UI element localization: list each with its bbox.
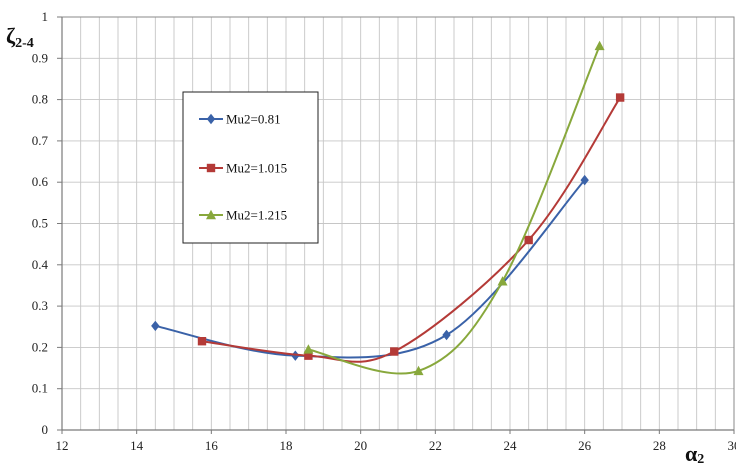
y-axis-label-sub: 2-4 <box>15 36 34 51</box>
y-tick-label: 0 <box>42 422 49 437</box>
x-tick-label: 20 <box>354 438 367 453</box>
data-point <box>442 329 451 341</box>
x-tick-label: 16 <box>205 438 219 453</box>
y-tick-label: 1 <box>42 9 49 24</box>
legend-item: Mu2=1.215 <box>199 208 287 223</box>
x-tick-labels: 12 14 16 18 20 22 24 26 28 30 <box>56 430 736 453</box>
x-tick-label: 24 <box>504 438 518 453</box>
y-tick-label: 0.7 <box>32 133 49 148</box>
x-tick-label: 18 <box>280 438 293 453</box>
y-tick-label: 0.1 <box>32 381 48 396</box>
series-3 <box>303 40 605 376</box>
data-point <box>524 235 533 245</box>
y-tick-label: 0.4 <box>32 257 49 272</box>
x-tick-label: 28 <box>653 438 666 453</box>
data-point <box>291 350 300 361</box>
x-tick-label: 14 <box>130 438 144 453</box>
series-line <box>201 96 621 363</box>
y-tick-label: 0.8 <box>32 92 48 107</box>
data-point <box>615 93 625 102</box>
series-layer <box>151 40 625 376</box>
data-point <box>594 40 605 51</box>
data-point <box>197 337 207 346</box>
x-axis-label-sub: 2 <box>697 452 704 465</box>
legend: Mu2=0.81 Mu2=1.015 Mu2=1.215 <box>182 91 319 244</box>
x-axis-label-main: α <box>685 441 698 465</box>
y-axis-label: ζ2-4 <box>6 23 34 51</box>
series-line <box>308 45 601 375</box>
data-point <box>497 276 508 286</box>
legend-label: Mu2=0.81 <box>226 112 281 127</box>
legend-marker <box>206 113 216 125</box>
data-point <box>580 174 589 186</box>
grid <box>61 16 735 431</box>
y-tick-label: 0.3 <box>32 298 48 313</box>
data-point <box>413 365 424 376</box>
x-axis-label: α2 <box>685 441 704 465</box>
y-tick-label: 0.2 <box>32 339 48 354</box>
y-tick-label: 0.9 <box>32 50 48 65</box>
x-tick-label: 22 <box>429 438 442 453</box>
y-tick-label: 0.5 <box>32 216 48 231</box>
legend-item: Mu2=0.81 <box>199 112 281 127</box>
y-axis-label-main: ζ <box>6 23 16 48</box>
data-point <box>303 344 314 354</box>
x-tick-label: 26 <box>578 438 592 453</box>
legend-marker <box>206 209 216 220</box>
data-point <box>151 320 160 332</box>
legend-marker <box>206 163 216 173</box>
legend-label: Mu2=1.215 <box>226 208 287 223</box>
y-tick-labels: 0 0.1 0.2 0.3 0.4 0.5 0.6 0.7 0.8 0.9 1 <box>32 9 62 437</box>
y-tick-label: 0.6 <box>32 174 49 189</box>
legend-item: Mu2=1.015 <box>199 161 287 176</box>
x-tick-label: 12 <box>56 438 69 453</box>
legend-label: Mu2=1.015 <box>226 161 287 176</box>
data-point <box>390 347 399 356</box>
x-tick-label: 30 <box>728 438 736 453</box>
series-2 <box>197 93 625 363</box>
data-point <box>304 351 313 360</box>
